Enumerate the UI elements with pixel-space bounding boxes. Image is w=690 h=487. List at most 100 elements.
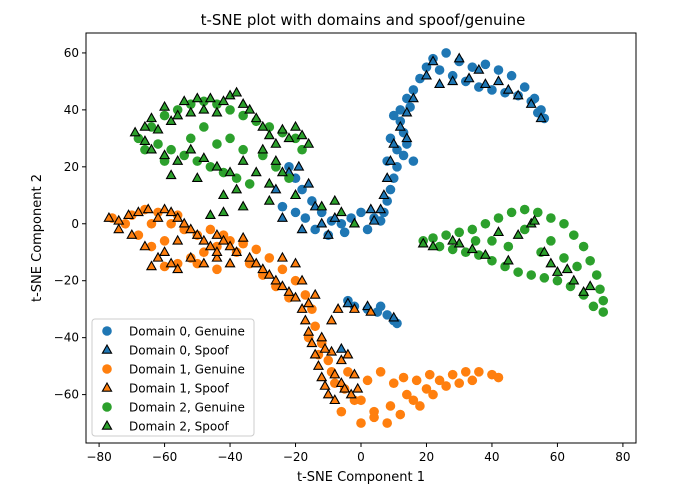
data-point [466, 243, 478, 254]
data-point [329, 394, 341, 405]
data-point [211, 160, 223, 171]
data-point [356, 207, 366, 218]
data-point [303, 325, 315, 336]
data-point [395, 105, 406, 115]
legend-label: Domain 1, Genuine [129, 363, 245, 377]
data-point [493, 213, 504, 223]
data-point [212, 139, 222, 149]
y-tick-label: 40 [64, 103, 79, 117]
data-point [441, 48, 451, 58]
legend-label: Domain 2, Genuine [129, 401, 245, 415]
data-point [198, 257, 210, 268]
data-point [277, 264, 288, 275]
data-point [470, 236, 481, 246]
data-point [454, 378, 465, 389]
data-point [463, 72, 475, 83]
legend-marker [101, 419, 113, 430]
data-point [237, 98, 249, 108]
data-point [185, 223, 197, 234]
data-point [408, 85, 419, 95]
data-point [244, 179, 255, 189]
data-point [493, 372, 504, 383]
data-point [306, 337, 318, 348]
x-axis: −80 −60 −40 −20 0 20 40 60 80 [86, 443, 631, 464]
data-point [289, 189, 302, 200]
data-point [132, 206, 144, 217]
data-point [159, 203, 171, 214]
data-point [336, 406, 347, 417]
data-point [401, 132, 413, 143]
x-axis-label: t-SNE Component 1 [297, 470, 425, 485]
data-point [129, 126, 141, 137]
legend-marker [101, 381, 113, 392]
data-point [329, 194, 341, 205]
data-point [250, 166, 262, 177]
chart-title: t-SNE plot with domains and spoof/genuin… [201, 11, 526, 29]
data-point [342, 297, 354, 308]
data-point [479, 78, 491, 88]
data-point [325, 314, 338, 325]
data-point [420, 69, 433, 80]
data-point [382, 418, 392, 428]
data-point [559, 253, 569, 263]
data-point [552, 275, 563, 286]
data-point [211, 251, 223, 262]
data-point [473, 63, 485, 74]
x-tick-label: 60 [550, 450, 565, 464]
data-point [388, 137, 400, 148]
data-point [467, 224, 478, 235]
data-point [595, 284, 605, 295]
data-point [388, 110, 399, 121]
data-point [319, 342, 331, 353]
data-point [441, 381, 451, 391]
data-point [598, 295, 609, 306]
legend-box [91, 318, 255, 437]
data-point [142, 203, 154, 214]
data-point [113, 223, 125, 234]
data-point [270, 155, 282, 165]
data-point [198, 234, 210, 245]
data-point [493, 65, 504, 75]
data-point [453, 52, 465, 63]
data-point [263, 129, 275, 140]
data-point [199, 122, 209, 132]
data-point [415, 401, 425, 411]
legend-marker [101, 343, 113, 354]
data-point [303, 177, 315, 188]
data-point [384, 155, 397, 165]
data-point [165, 206, 177, 217]
data-point [578, 285, 590, 296]
x-tick-label: −40 [217, 450, 242, 464]
data-point [335, 206, 347, 217]
data-point [192, 156, 203, 166]
data-point [519, 204, 530, 215]
data-point [300, 213, 311, 223]
data-point [401, 106, 413, 117]
data-point [198, 103, 210, 114]
legend-marker [102, 402, 112, 412]
data-point [204, 209, 216, 219]
x-tick-label: 20 [419, 450, 434, 464]
data-point [526, 270, 537, 280]
data-point [211, 106, 223, 117]
data-point [224, 166, 236, 177]
data-point [276, 166, 288, 177]
legend-marker [102, 364, 112, 374]
data-point [411, 375, 422, 386]
data-point [502, 254, 514, 265]
series-1 [270, 52, 547, 353]
data-point [205, 224, 216, 235]
data-point [185, 251, 197, 262]
data-point [348, 217, 360, 228]
data-point [546, 213, 556, 223]
data-point [535, 112, 547, 123]
data-point [362, 224, 373, 235]
data-point [513, 267, 523, 277]
data-point [561, 263, 573, 274]
data-point [178, 217, 190, 228]
data-point [244, 103, 256, 114]
data-point [407, 92, 419, 103]
data-point [415, 73, 425, 84]
data-point [506, 70, 517, 81]
y-tick-label: −20 [54, 274, 79, 288]
